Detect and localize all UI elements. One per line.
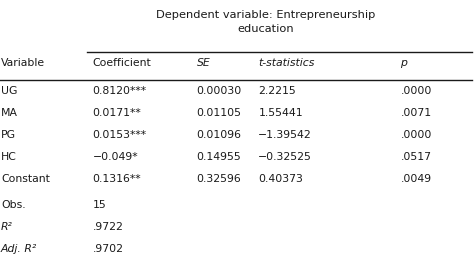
Text: p: p bbox=[401, 58, 408, 68]
Text: 15: 15 bbox=[92, 200, 106, 210]
Text: SE: SE bbox=[197, 58, 210, 68]
Text: UG: UG bbox=[1, 86, 18, 96]
Text: 0.0171**: 0.0171** bbox=[92, 108, 141, 118]
Text: PG: PG bbox=[1, 130, 16, 140]
Text: 0.40373: 0.40373 bbox=[258, 174, 303, 184]
Text: t-statistics: t-statistics bbox=[258, 58, 315, 68]
Text: R²: R² bbox=[1, 222, 13, 232]
Text: 0.8120***: 0.8120*** bbox=[92, 86, 146, 96]
Text: Obs.: Obs. bbox=[1, 200, 26, 210]
Text: education: education bbox=[237, 24, 294, 34]
Text: 0.01096: 0.01096 bbox=[197, 130, 242, 140]
Text: .0071: .0071 bbox=[401, 108, 432, 118]
Text: MA: MA bbox=[1, 108, 18, 118]
Text: 0.0153***: 0.0153*** bbox=[92, 130, 146, 140]
Text: 0.00030: 0.00030 bbox=[197, 86, 242, 96]
Text: Constant: Constant bbox=[1, 174, 50, 184]
Text: −0.32525: −0.32525 bbox=[258, 152, 312, 162]
Text: Variable: Variable bbox=[1, 58, 45, 68]
Text: 0.32596: 0.32596 bbox=[197, 174, 241, 184]
Text: Dependent variable: Entrepreneurship: Dependent variable: Entrepreneurship bbox=[156, 10, 375, 20]
Text: 0.1316**: 0.1316** bbox=[92, 174, 141, 184]
Text: 0.01105: 0.01105 bbox=[197, 108, 242, 118]
Text: −0.049*: −0.049* bbox=[92, 152, 138, 162]
Text: .0000: .0000 bbox=[401, 130, 432, 140]
Text: Adj. R²: Adj. R² bbox=[1, 244, 37, 254]
Text: .0000: .0000 bbox=[401, 86, 432, 96]
Text: 2.2215: 2.2215 bbox=[258, 86, 296, 96]
Text: .0517: .0517 bbox=[401, 152, 431, 162]
Text: .9722: .9722 bbox=[92, 222, 123, 232]
Text: .9702: .9702 bbox=[92, 244, 123, 254]
Text: Coefficient: Coefficient bbox=[92, 58, 151, 68]
Text: 0.14955: 0.14955 bbox=[197, 152, 241, 162]
Text: 1.55441: 1.55441 bbox=[258, 108, 303, 118]
Text: −1.39542: −1.39542 bbox=[258, 130, 312, 140]
Text: .0049: .0049 bbox=[401, 174, 432, 184]
Text: HC: HC bbox=[1, 152, 17, 162]
